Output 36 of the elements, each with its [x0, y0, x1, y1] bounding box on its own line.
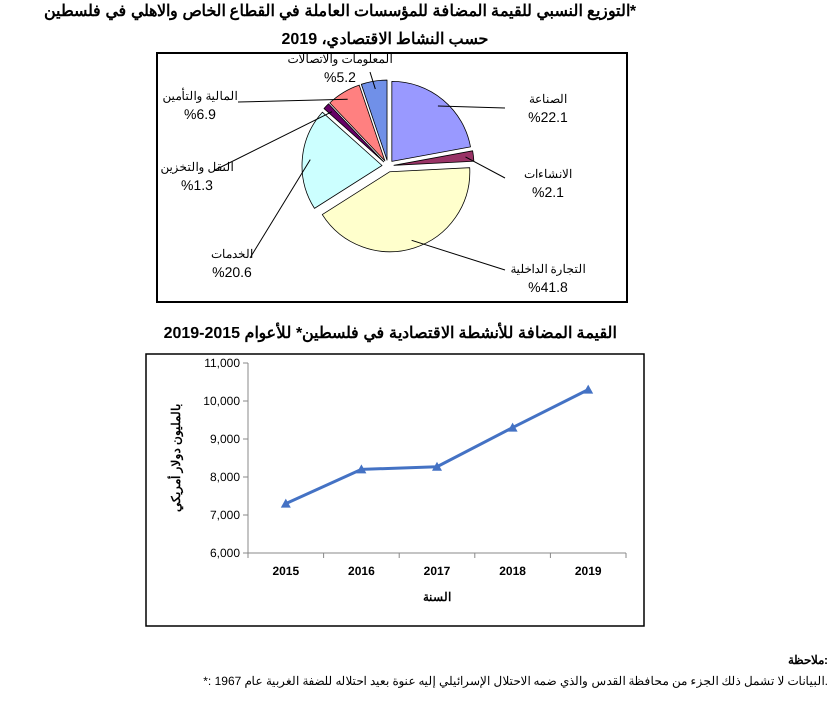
y-axis-title: بالمليون دولار أمريكي	[168, 404, 184, 512]
data-label: %6.9	[184, 106, 216, 122]
x-tick-label: 2019	[574, 564, 602, 578]
slice-label: المالية والتأمين	[162, 87, 238, 103]
slice-label: المعلومات والاتصالات	[287, 52, 393, 66]
x-tick-label: 2015	[272, 564, 300, 578]
y-tick-label: 9,000	[210, 432, 240, 446]
y-tick-label: 6,000	[210, 546, 240, 560]
data-label: %5.2	[324, 69, 356, 85]
x-tick-label: 2018	[499, 564, 526, 578]
y-tick-label: 11,000	[204, 356, 240, 370]
point	[432, 462, 442, 471]
data-label: %22.1	[528, 109, 568, 125]
data-label: %2.1	[532, 184, 564, 200]
x-tick-label: 2016	[348, 564, 376, 578]
slice-label: التجارة الداخلية	[510, 262, 586, 276]
text: *: البيانات لا تشمل ذلك الجزء من محافظة القدس والذي ضمه الاحتلال الإسرائيلي إليه عنوة بعيد احتلاله للضفة الغربية عام 1967.	[203, 674, 828, 689]
chart-title: القيمة المضافة للأنشطة الاقتصادية في فلسطين* للأعوام 2015-2019	[164, 322, 616, 343]
point	[280, 498, 291, 508]
slice-label: الخدمات	[211, 247, 253, 261]
y-tick-label: 10,000	[203, 394, 240, 408]
data-label: %41.8	[528, 279, 568, 295]
chart-title: التوزيع النسبي للقيمة المضافة للمؤسسات العاملة في القطاع الخاص والاهلي في فلسطين*	[44, 3, 637, 21]
data-label: %20.6	[212, 264, 252, 280]
legend-label: الانشاءات	[524, 167, 572, 181]
point	[508, 422, 518, 432]
y-tick-label: 7,000	[210, 508, 240, 522]
point	[356, 464, 366, 474]
chart-subtitle: حسب النشاط الاقتصادي، 2019	[282, 31, 488, 49]
x-tick-label: 2017	[424, 564, 451, 578]
slice-label: الصناعة	[529, 92, 567, 106]
text: ملاحظة:	[788, 653, 828, 667]
data-label: %1.3	[181, 177, 214, 193]
y-tick-label: 8,000	[210, 470, 240, 484]
point	[583, 384, 594, 394]
x-axis-title: السنة	[423, 590, 451, 604]
